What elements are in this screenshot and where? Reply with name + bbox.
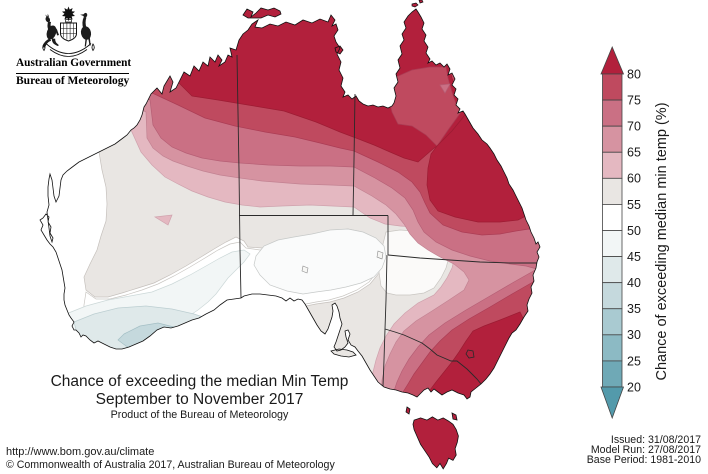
svg-text:Chance of exceeding median min: Chance of exceeding median min temp (%) (654, 102, 670, 380)
svg-text:30: 30 (627, 328, 641, 342)
svg-text:20: 20 (627, 380, 641, 394)
svg-text:80: 80 (627, 67, 641, 81)
svg-text:45: 45 (627, 250, 641, 264)
svg-text:60: 60 (627, 172, 641, 186)
svg-text:40: 40 (627, 276, 641, 290)
svg-text:50: 50 (627, 224, 641, 238)
svg-text:55: 55 (627, 198, 641, 212)
svg-text:75: 75 (627, 94, 641, 108)
svg-text:35: 35 (627, 302, 641, 316)
svg-text:65: 65 (627, 146, 641, 160)
svg-text:25: 25 (627, 354, 641, 368)
svg-text:70: 70 (627, 120, 641, 134)
